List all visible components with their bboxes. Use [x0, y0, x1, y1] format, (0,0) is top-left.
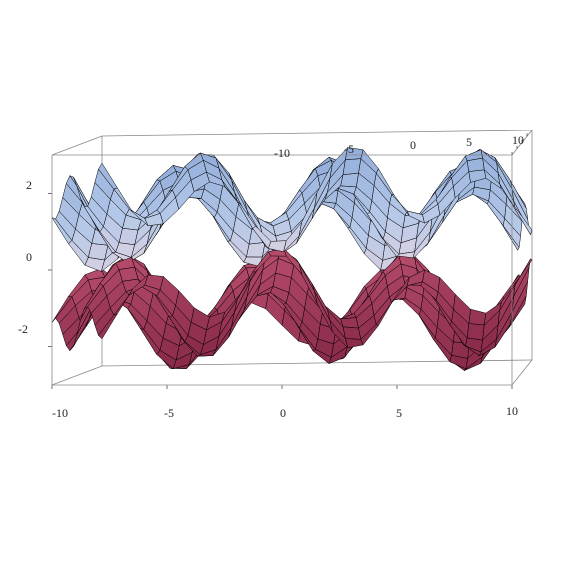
y-tick-4: 10 — [512, 133, 524, 148]
y-tick-3: 5 — [466, 135, 472, 150]
x-tick-4: 10 — [506, 404, 518, 419]
x-tick-0: -10 — [52, 406, 68, 421]
x-tick-3: 5 — [396, 406, 402, 421]
y-tick-0: -10 — [274, 146, 290, 161]
x-tick-2: 0 — [280, 406, 286, 421]
z-tick-2: 2 — [26, 178, 32, 193]
y-tick-2: 0 — [410, 138, 416, 153]
x-tick-1: -5 — [164, 406, 174, 421]
z-tick-1: 0 — [26, 250, 32, 265]
surface3d-plot — [40, 130, 540, 390]
z-tick-0: -2 — [18, 322, 28, 337]
y-tick-1: -5 — [344, 142, 354, 157]
plot-svg — [40, 130, 540, 390]
